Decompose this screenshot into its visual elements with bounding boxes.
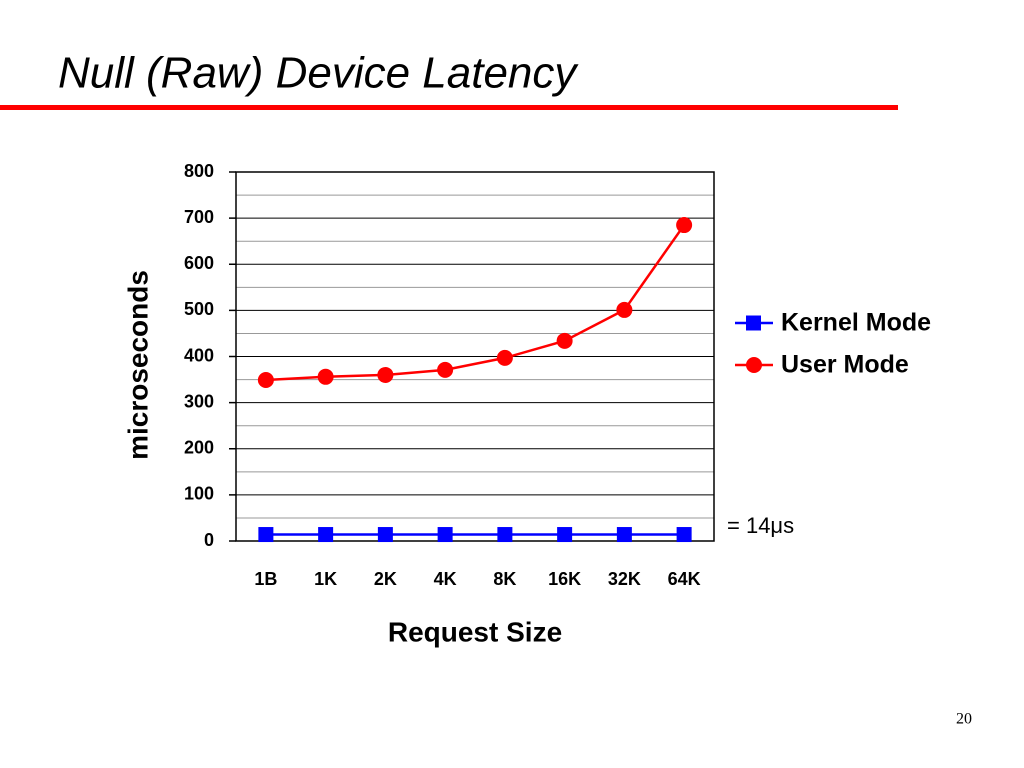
data-point — [377, 527, 393, 543]
y-tick-label: 700 — [184, 207, 214, 227]
data-point — [258, 527, 274, 543]
data-point — [257, 372, 274, 389]
x-axis-title: Request Size — [388, 616, 562, 647]
legend-marker — [746, 315, 761, 331]
x-tick-label: 32K — [608, 569, 641, 589]
x-tick-label: 8K — [493, 569, 516, 589]
legend-label: User Mode — [781, 351, 909, 379]
y-tick-label: 800 — [184, 161, 214, 181]
x-tick-label: 1K — [314, 569, 337, 589]
legend-marker — [746, 357, 762, 373]
data-point — [318, 527, 334, 543]
data-point — [616, 527, 632, 543]
data-point — [496, 349, 513, 366]
legend-label: Kernel Mode — [781, 309, 931, 337]
data-point — [437, 361, 454, 378]
data-point — [317, 368, 334, 385]
y-tick-label: 200 — [184, 438, 214, 458]
y-axis-title: microseconds — [122, 270, 153, 460]
y-tick-label: 100 — [184, 484, 214, 504]
data-point — [377, 366, 394, 383]
y-tick-label: 400 — [184, 345, 214, 365]
series-line — [265, 224, 686, 382]
y-tick-label: 600 — [184, 253, 214, 273]
y-tick-label: 0 — [204, 530, 214, 550]
x-tick-label: 16K — [548, 569, 581, 589]
y-tick-label: 500 — [184, 299, 214, 319]
annotation: = 14μs — [727, 513, 794, 538]
plot-frame — [235, 171, 715, 542]
data-point — [676, 527, 692, 543]
data-point — [437, 527, 453, 543]
data-point — [676, 217, 693, 234]
x-tick-label: 1B — [254, 569, 277, 589]
y-tick-label: 300 — [184, 391, 214, 411]
data-point — [556, 332, 573, 349]
slide-title: Null (Raw) Device Latency — [58, 49, 579, 98]
page-number: 20 — [956, 711, 972, 728]
x-tick-label: 64K — [668, 569, 701, 589]
data-point — [497, 527, 513, 543]
data-point — [557, 527, 573, 543]
x-tick-label: 2K — [374, 569, 397, 589]
x-tick-label: 4K — [434, 569, 457, 589]
title-rule — [0, 105, 898, 110]
data-point — [616, 301, 633, 318]
